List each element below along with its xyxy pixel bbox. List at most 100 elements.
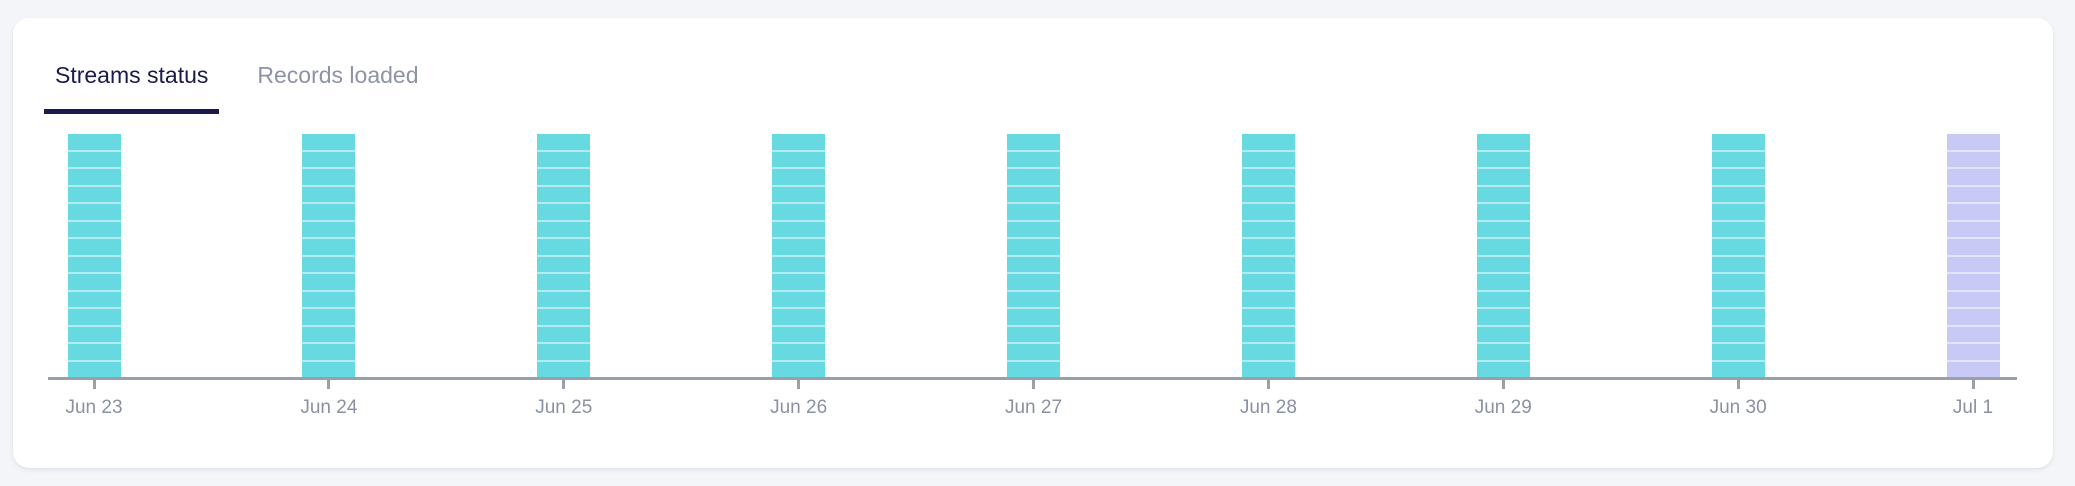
stream-status-bar[interactable] [67, 134, 121, 377]
stream-status-bar[interactable] [1946, 134, 2000, 378]
stream-segment [302, 324, 356, 343]
stream-status-bar[interactable] [1711, 134, 1765, 377]
stream-segment [1007, 359, 1060, 378]
stream-segment [1476, 237, 1530, 255]
bar-column [1476, 134, 1530, 377]
stream-segment [67, 184, 121, 203]
x-axis-line [48, 377, 2017, 380]
stream-segment [1946, 359, 2000, 378]
stream-segment [1007, 307, 1060, 325]
stream-segment [537, 167, 591, 185]
stream-segment [1476, 289, 1530, 308]
x-axis-tick [327, 380, 331, 389]
stream-segment [1946, 272, 2000, 290]
stream-segment [772, 342, 826, 360]
stream-segment [1711, 307, 1765, 325]
stream-status-bar[interactable] [772, 134, 826, 378]
stream-segment [537, 324, 591, 343]
stream-segment [772, 359, 826, 378]
stream-segment [302, 359, 356, 378]
stream-segment [1007, 134, 1060, 150]
stream-segment [772, 254, 826, 273]
streams-status-card: Streams status Records loaded Jun 23 Jun … [13, 18, 2053, 468]
stream-segment [1241, 202, 1295, 220]
stream-segment [1242, 134, 1295, 150]
stream-segment [1241, 342, 1295, 360]
stream-segment [1007, 219, 1060, 238]
x-axis-tick [797, 380, 801, 389]
stream-segment [1476, 149, 1530, 168]
stream-segment [1711, 289, 1765, 308]
stream-segment [537, 219, 591, 238]
stream-segment [1476, 272, 1530, 290]
stream-segment [1711, 342, 1765, 360]
stream-segment [302, 237, 356, 255]
stream-segment [302, 202, 356, 220]
stream-segment [1007, 202, 1060, 220]
stream-segment [772, 184, 826, 203]
stream-segment [1711, 324, 1765, 343]
stream-segment [1007, 324, 1060, 343]
stream-segment [537, 237, 591, 255]
stream-status-bar[interactable] [537, 134, 591, 377]
tab-streams-status[interactable]: Streams status [44, 55, 220, 114]
stream-status-bar[interactable] [302, 134, 356, 378]
x-axis-tick [562, 380, 566, 389]
bar-column [537, 134, 591, 377]
stream-segment [1712, 134, 1765, 150]
stream-segment [1007, 272, 1060, 290]
stream-status-bar[interactable] [1476, 134, 1530, 377]
stream-segment [67, 254, 121, 273]
stream-segment [1476, 254, 1530, 273]
stream-segment [772, 202, 826, 220]
stream-segment [1946, 289, 2000, 308]
chart-tabs: Streams status Records loaded [44, 55, 430, 114]
stream-segment [302, 254, 356, 273]
stream-segment [1946, 219, 2000, 238]
x-axis-tick [1971, 380, 1975, 389]
stream-segment [1476, 219, 1530, 238]
stream-segment [1007, 167, 1060, 185]
stream-segment [1946, 307, 2000, 325]
stream-segment [1241, 237, 1295, 255]
stream-segment [1946, 184, 2000, 203]
stream-segment [1241, 254, 1295, 273]
stream-segment [1946, 254, 2000, 273]
stream-segment [1477, 134, 1530, 150]
stream-segment [67, 202, 121, 220]
stream-segment [1241, 307, 1295, 325]
stream-segment [1711, 167, 1765, 185]
x-axis-label: Jul 1 [1952, 397, 1994, 418]
stream-segment [1241, 149, 1295, 168]
stream-segment [1476, 324, 1530, 343]
stream-status-bar[interactable] [1007, 134, 1060, 377]
x-axis-label: Jun 23 [65, 397, 123, 418]
stream-segment [1241, 167, 1295, 185]
stream-segment [1476, 342, 1530, 360]
stream-segment [1007, 184, 1060, 203]
tab-records-loaded[interactable]: Records loaded [257, 62, 419, 88]
stream-segment [1711, 149, 1765, 168]
stream-segment [302, 167, 356, 185]
stream-segment [302, 219, 356, 238]
stream-segment [302, 289, 356, 308]
bar-column [1007, 134, 1060, 377]
x-axis-label: Jun 29 [1474, 397, 1532, 418]
stream-segment [537, 307, 591, 325]
stream-status-bar[interactable] [1241, 134, 1295, 377]
stream-segment [772, 219, 826, 238]
stream-segment [1946, 237, 2000, 255]
stream-segment [772, 167, 826, 185]
streams-status-bar-chart: Jun 23 Jun 24 Jun 25 Jun 26 Jun 27 Jun 28 Jun … [48, 134, 2017, 444]
stream-segment [772, 237, 826, 255]
stream-segment [772, 324, 826, 343]
x-axis-tick [1032, 380, 1035, 389]
x-axis-label: Jun 28 [1239, 397, 1297, 418]
stream-segment [1711, 254, 1765, 273]
x-axis-tick [1736, 380, 1740, 389]
stream-segment [537, 342, 591, 360]
stream-segment [537, 272, 591, 290]
stream-segment [1007, 149, 1060, 168]
stream-segment [1476, 184, 1530, 203]
stream-segment [772, 149, 826, 168]
